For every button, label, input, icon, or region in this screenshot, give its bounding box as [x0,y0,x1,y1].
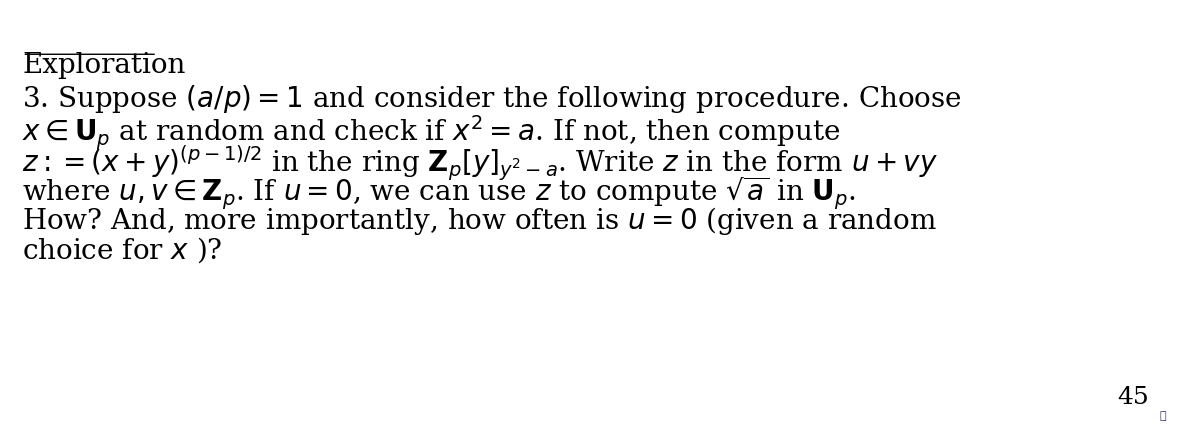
Text: 45: 45 [1117,385,1148,408]
Text: 3. Suppose $(a/p) = 1$ and consider the following procedure. Choose: 3. Suppose $(a/p) = 1$ and consider the … [23,83,962,115]
Text: $x \in \mathbf{U}_p$ at random and check if $x^2 = a$. If not, then compute: $x \in \mathbf{U}_p$ at random and check… [23,113,841,152]
Text: ⛶: ⛶ [1159,410,1166,420]
Text: choice for $x$ )?: choice for $x$ )? [23,235,223,265]
Text: where $u, v \in \mathbf{Z}_p$. If $u = 0$, we can use $z$ to compute $\sqrt{a}$ : where $u, v \in \mathbf{Z}_p$. If $u = 0… [23,174,857,211]
Text: How? And, more importantly, how often is $u = 0$ (given a random: How? And, more importantly, how often is… [23,204,937,236]
Text: $z := (x + y)^{(p-1)/2}$ in the ring $\mathbf{Z}_p[y]_{y^2-a}$. Write $z$ in the: $z := (x + y)^{(p-1)/2}$ in the ring $\m… [23,144,938,183]
Text: Exploration: Exploration [23,52,186,79]
